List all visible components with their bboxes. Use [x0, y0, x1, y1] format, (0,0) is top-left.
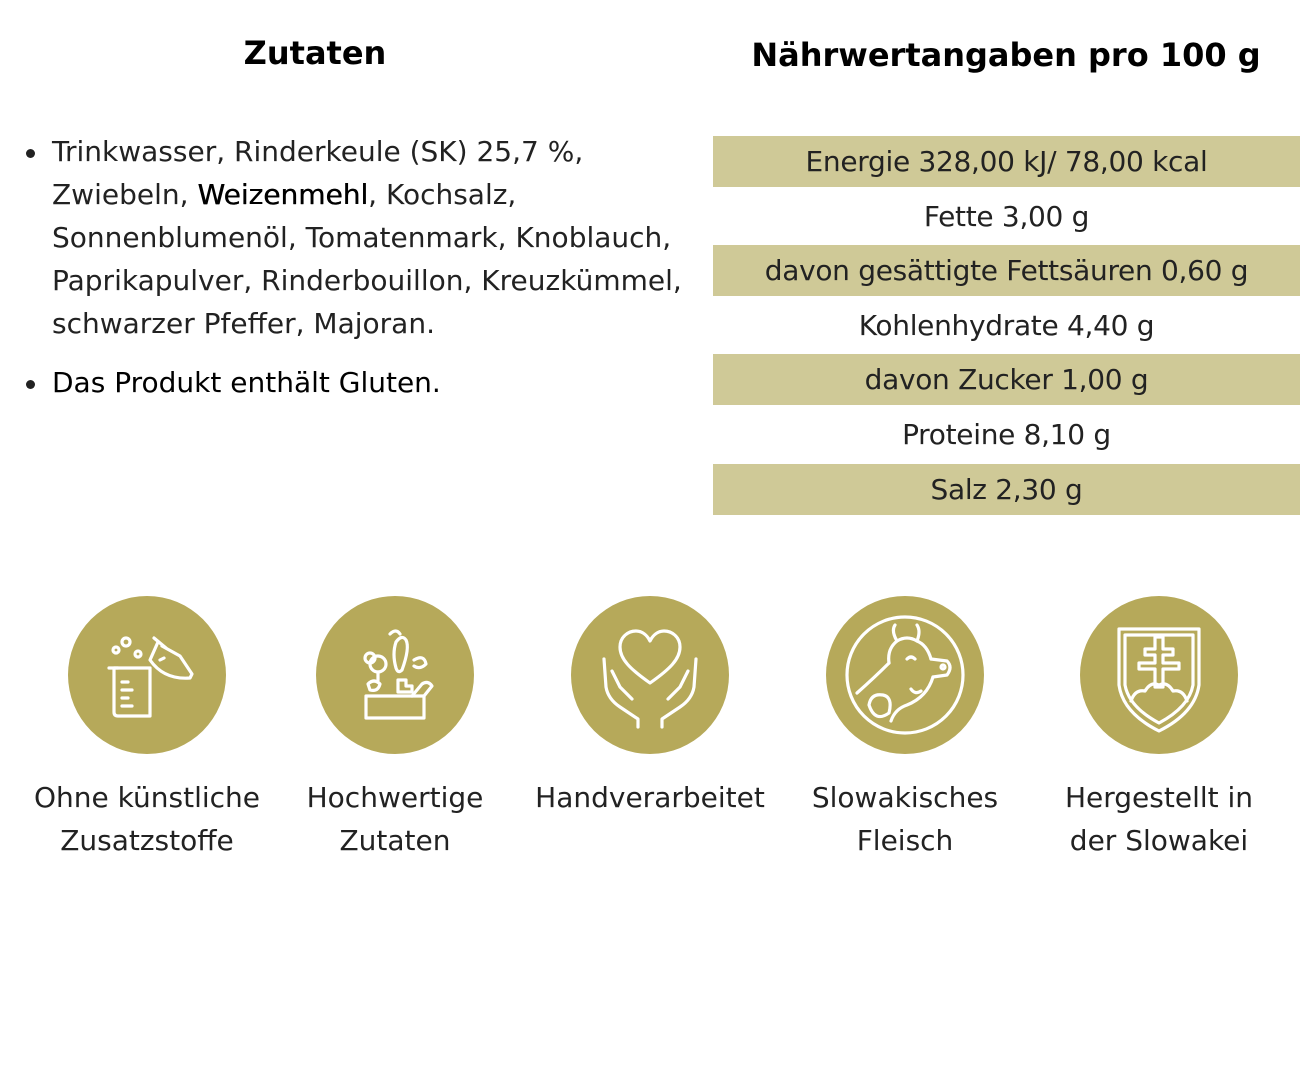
- feature-slovak-meat: Slowakisches Fleisch: [765, 596, 1045, 862]
- nutrition-row-carbohydrates: Kohlenhydrate 4,40 g: [858, 308, 1155, 342]
- nutrition-row-fat: Fette 3,00 g: [923, 199, 1090, 233]
- feature-label: Handverarbeitet: [510, 776, 790, 819]
- ingredients-text-part2: , Kochsalz, Sonnenblumenöl, Tomatenmark,…: [52, 178, 682, 340]
- nutrition-row-saturated-fat: davon gesättigte Fettsäuren 0,60 g: [713, 245, 1300, 297]
- nutrition-row-sugar: davon Zucker 1,00 g: [713, 354, 1300, 406]
- chemistry-lab-icon: [68, 596, 226, 754]
- feature-label-line: Slowakisches: [811, 781, 999, 814]
- allergen-note-text: Das Produkt enthält Gluten.: [52, 366, 441, 399]
- vegetables-basket-icon: [316, 596, 474, 754]
- feature-label: Slowakisches Fleisch: [765, 776, 1045, 862]
- feature-label-line: Zusatzstoffe: [60, 824, 234, 857]
- feature-label-line: Hergestellt in: [1064, 781, 1254, 814]
- feature-label-line: Hochwertige: [306, 781, 484, 814]
- nutrition-row-energy: Energie 328,00 kJ/ 78,00 kcal: [713, 136, 1300, 187]
- feature-made-in-slovakia: Hergestellt in der Slowakei: [1019, 596, 1299, 862]
- allergen-note: Das Produkt enthält Gluten.: [26, 361, 712, 404]
- feature-quality-ingredients: Hochwertige Zutaten: [255, 596, 535, 862]
- feature-label-line: Ohne künstliche: [34, 781, 260, 814]
- ingredients-text-part1: Trinkwasser, Rinderkeule (SK) 25,7 %, Zw…: [52, 135, 584, 211]
- nutrition-table: Energie 328,00 kJ/ 78,00 kcal Fette 3,00…: [713, 136, 1300, 518]
- allergen-highlight: Weizenmehl: [197, 178, 369, 211]
- feature-badges: Ohne künstliche Zusatzstoffe Hochwertige…: [0, 596, 1300, 896]
- feature-label-line: Zutaten: [339, 824, 451, 857]
- feature-label-line: Handverarbeitet: [535, 781, 765, 814]
- feature-label: Hochwertige Zutaten: [255, 776, 535, 862]
- heart-in-hands-icon: [571, 596, 729, 754]
- ingredients-heading: Zutaten: [243, 34, 387, 72]
- nutrition-row-protein: Proteine 8,10 g: [902, 417, 1111, 451]
- nutrition-row-salt: Salz 2,30 g: [713, 463, 1300, 515]
- ingredients-list: Trinkwasser, Rinderkeule (SK) 25,7 %, Zw…: [26, 130, 712, 404]
- feature-no-additives: Ohne künstliche Zusatzstoffe: [7, 596, 287, 862]
- feature-handmade: Handverarbeitet: [510, 596, 790, 819]
- feature-label: Ohne künstliche Zusatzstoffe: [7, 776, 287, 862]
- feature-label-line: der Slowakei: [1069, 824, 1249, 857]
- feature-label-line: Fleisch: [856, 824, 954, 857]
- cow-head-icon: [826, 596, 984, 754]
- ingredients-list-item: Trinkwasser, Rinderkeule (SK) 25,7 %, Zw…: [26, 130, 712, 345]
- feature-label: Hergestellt in der Slowakei: [1019, 776, 1299, 862]
- slovak-coat-of-arms-icon: [1080, 596, 1238, 754]
- nutrition-heading: Nährwertangaben pro 100 g: [751, 36, 1261, 74]
